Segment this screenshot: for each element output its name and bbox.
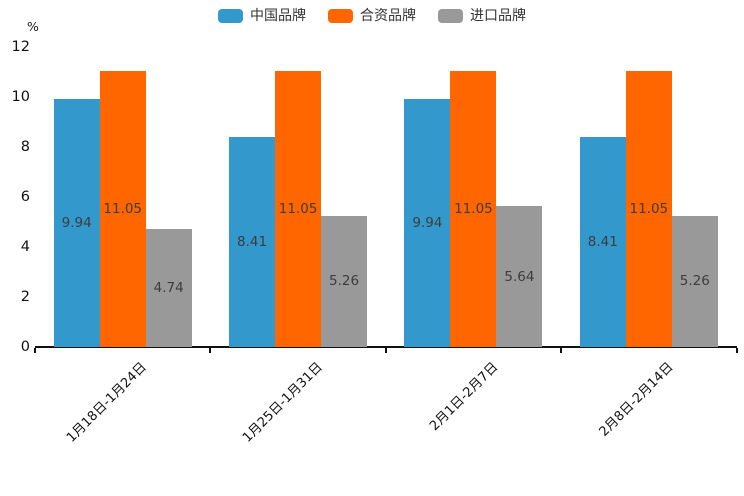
- y-axis-tick-label: 10: [11, 89, 30, 105]
- bar-value-label: 8.41: [237, 233, 268, 250]
- bar-value-label: 9.94: [61, 214, 92, 231]
- bar-中国品牌-1: [229, 136, 276, 347]
- y-axis-tick-label: 8: [20, 139, 30, 155]
- bar-合资品牌-0: [99, 70, 146, 347]
- bar-合资品牌-2: [450, 70, 497, 347]
- x-axis-tick: [209, 348, 212, 353]
- y-axis-tick-label: 12: [11, 39, 30, 55]
- bar-value-label: 9.94: [412, 214, 443, 231]
- bar-中国品牌-3: [579, 136, 626, 347]
- bar-value-label: 5.64: [504, 268, 535, 285]
- bar-进口品牌-2: [496, 206, 543, 347]
- bar-value-label: 8.41: [587, 233, 618, 250]
- y-axis-tick-label: 2: [20, 289, 30, 305]
- y-axis-tick-label: 0: [20, 339, 30, 355]
- bar-进口品牌-1: [321, 215, 368, 347]
- bar-中国品牌-2: [404, 98, 451, 347]
- bar-value-label: 11.05: [103, 200, 143, 217]
- bar-进口品牌-0: [145, 228, 192, 347]
- legend-item-2[interactable]: 进口品牌: [438, 7, 526, 25]
- legend-label: 进口品牌: [470, 8, 526, 24]
- legend-item-0[interactable]: 中国品牌: [218, 7, 306, 25]
- x-axis-tick: [34, 348, 36, 353]
- legend-swatch-icon: [218, 9, 243, 23]
- bar-中国品牌-0: [53, 98, 100, 347]
- legend-item-1[interactable]: 合资品牌: [328, 7, 416, 25]
- bar-进口品牌-3: [671, 215, 718, 347]
- x-axis-category-label: 1月18日-1月24日: [64, 359, 151, 446]
- legend-label: 中国品牌: [250, 8, 306, 24]
- y-axis-unit-label: %: [27, 19, 39, 34]
- x-axis-line: [35, 346, 737, 348]
- y-axis-tick-label: 6: [20, 189, 30, 205]
- bar-value-label: 5.26: [329, 273, 360, 290]
- bar-value-label: 11.05: [454, 200, 493, 217]
- x-axis-tick: [560, 348, 563, 353]
- x-axis-tick: [735, 348, 738, 353]
- bar-value-label: 11.05: [629, 200, 669, 217]
- bar-合资品牌-3: [625, 70, 672, 347]
- chart-legend: 中国品牌 合资品牌 进口品牌: [0, 7, 744, 25]
- x-axis-category-label: 2月1日-2月7日: [426, 359, 501, 434]
- bar-value-label: 4.74: [153, 279, 184, 296]
- legend-swatch-icon: [438, 9, 463, 23]
- legend-swatch-icon: [328, 9, 353, 23]
- bar-value-label: 5.26: [679, 273, 710, 290]
- x-axis-category-label: 1月25日-1月31日: [239, 359, 326, 446]
- x-axis-tick: [384, 348, 387, 353]
- x-axis-category-label: 2月8日-2月14日: [596, 359, 677, 440]
- bar-合资品牌-1: [275, 70, 322, 347]
- bar-value-label: 11.05: [278, 200, 318, 217]
- y-axis-tick-label: 4: [20, 239, 30, 255]
- legend-label: 合资品牌: [360, 8, 416, 24]
